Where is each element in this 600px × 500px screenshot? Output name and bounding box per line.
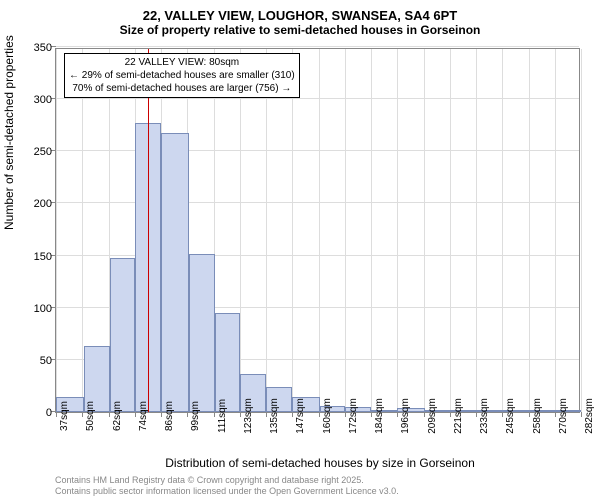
x-tick-label: 245sqm xyxy=(505,398,516,434)
x-tick-label: 86sqm xyxy=(164,401,175,431)
histogram-bar xyxy=(215,313,241,412)
grid-line-v xyxy=(56,49,57,412)
x-tick-label: 282sqm xyxy=(584,398,595,434)
y-tick-label: 0 xyxy=(12,407,52,419)
grid-line-v xyxy=(397,49,398,412)
grid-line-v xyxy=(319,49,320,412)
x-tick-mark xyxy=(240,412,241,417)
y-tick-label: 100 xyxy=(12,303,52,315)
y-tick-label: 300 xyxy=(12,94,52,106)
x-tick-label: 172sqm xyxy=(348,398,359,434)
x-tick-label: 62sqm xyxy=(112,401,123,431)
x-tick-label: 99sqm xyxy=(190,401,201,431)
x-tick-label: 135sqm xyxy=(269,398,280,434)
x-tick-label: 74sqm xyxy=(138,401,149,431)
marker-line xyxy=(148,49,149,412)
x-tick-mark xyxy=(82,412,83,417)
histogram-bar xyxy=(161,133,189,412)
histogram-bar xyxy=(110,258,136,412)
chart-subtitle: Size of property relative to semi-detach… xyxy=(0,23,600,43)
annotation-line-3: 70% of semi-detached houses are larger (… xyxy=(69,82,295,95)
x-tick-label: 270sqm xyxy=(558,398,569,434)
x-tick-label: 37sqm xyxy=(59,401,70,431)
y-tick-label: 250 xyxy=(12,146,52,158)
grid-line-h xyxy=(56,46,579,47)
x-tick-label: 184sqm xyxy=(374,398,385,434)
x-tick-mark xyxy=(292,412,293,417)
y-tick-label: 50 xyxy=(12,355,52,367)
x-tick-mark xyxy=(397,412,398,417)
x-tick-mark xyxy=(109,412,110,417)
x-tick-label: 233sqm xyxy=(479,398,490,434)
x-tick-label: 196sqm xyxy=(400,398,411,434)
x-tick-mark xyxy=(476,412,477,417)
x-tick-mark xyxy=(319,412,320,417)
footer-attribution: Contains HM Land Registry data © Crown c… xyxy=(55,475,399,498)
grid-line-v xyxy=(266,49,267,412)
grid-line-v xyxy=(476,49,477,412)
grid-line-v xyxy=(450,49,451,412)
x-tick-mark xyxy=(135,412,136,417)
x-axis-label: Distribution of semi-detached houses by … xyxy=(20,456,600,470)
y-tick-label: 350 xyxy=(12,42,52,54)
grid-line-v xyxy=(424,49,425,412)
x-tick-label: 160sqm xyxy=(322,398,333,434)
plot-area: 22 VALLEY VIEW: 80sqm← 29% of semi-detac… xyxy=(55,48,580,413)
x-tick-mark xyxy=(214,412,215,417)
chart-container: 22, VALLEY VIEW, LOUGHOR, SWANSEA, SA4 6… xyxy=(0,0,600,500)
x-tick-label: 123sqm xyxy=(243,398,254,434)
y-tick-label: 150 xyxy=(12,251,52,263)
x-tick-mark xyxy=(555,412,556,417)
x-tick-mark xyxy=(581,412,582,417)
x-tick-mark xyxy=(187,412,188,417)
x-tick-label: 209sqm xyxy=(427,398,438,434)
x-tick-label: 258sqm xyxy=(532,398,543,434)
grid-line-v xyxy=(581,49,582,412)
y-tick-label: 200 xyxy=(12,198,52,210)
x-tick-mark xyxy=(450,412,451,417)
x-tick-mark xyxy=(502,412,503,417)
grid-line-v xyxy=(529,49,530,412)
x-tick-label: 111sqm xyxy=(217,399,228,433)
x-tick-mark xyxy=(529,412,530,417)
footer-line-1: Contains HM Land Registry data © Crown c… xyxy=(55,475,399,487)
histogram-bar xyxy=(189,254,215,413)
x-tick-mark xyxy=(424,412,425,417)
annotation-line-2: ← 29% of semi-detached houses are smalle… xyxy=(69,69,295,82)
chart-title: 22, VALLEY VIEW, LOUGHOR, SWANSEA, SA4 6… xyxy=(0,0,600,23)
x-tick-mark xyxy=(266,412,267,417)
grid-line-v xyxy=(371,49,372,412)
grid-line-v xyxy=(345,49,346,412)
annotation-box: 22 VALLEY VIEW: 80sqm← 29% of semi-detac… xyxy=(64,53,300,98)
x-tick-label: 221sqm xyxy=(453,398,464,434)
grid-line-v xyxy=(555,49,556,412)
footer-line-2: Contains public sector information licen… xyxy=(55,486,399,498)
grid-line-v xyxy=(502,49,503,412)
grid-line-v xyxy=(292,49,293,412)
x-tick-mark xyxy=(161,412,162,417)
x-tick-mark xyxy=(56,412,57,417)
annotation-line-1: 22 VALLEY VIEW: 80sqm xyxy=(69,56,295,69)
x-tick-mark xyxy=(345,412,346,417)
x-tick-label: 50sqm xyxy=(85,401,96,431)
x-tick-mark xyxy=(371,412,372,417)
x-tick-label: 147sqm xyxy=(295,398,306,434)
